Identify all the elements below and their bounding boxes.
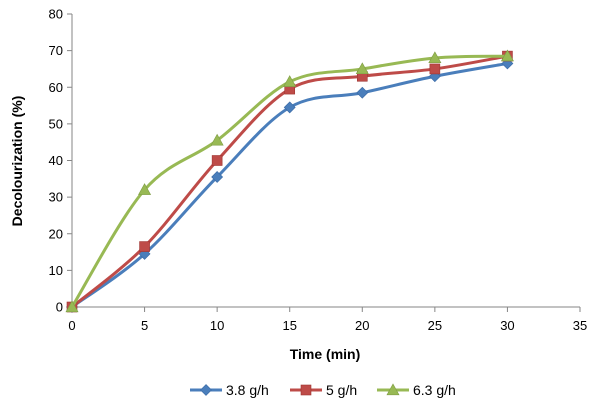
data-point bbox=[211, 171, 224, 183]
data-point bbox=[500, 49, 514, 62]
x-tick-label: 0 bbox=[68, 318, 75, 333]
y-tick-label: 10 bbox=[49, 263, 63, 278]
series-line bbox=[70, 61, 509, 309]
legend-marker bbox=[300, 384, 312, 396]
x-tick-label: 30 bbox=[500, 318, 514, 333]
legend-marker bbox=[386, 383, 400, 396]
x-tick-label: 10 bbox=[210, 318, 224, 333]
y-tick-label: 70 bbox=[49, 43, 63, 58]
y-tick-label: 0 bbox=[56, 300, 63, 315]
series-3 bbox=[65, 49, 514, 313]
data-point bbox=[283, 101, 296, 114]
y-tick-label: 60 bbox=[49, 80, 63, 95]
axes: 0 10 20 30 40 50 60 70 80 0 5 10 15 20 25 30 35 bbox=[49, 7, 588, 334]
x-tick-label: 35 bbox=[573, 318, 587, 333]
data-point bbox=[283, 75, 297, 87]
series-2 bbox=[66, 50, 513, 313]
legend-label: 5 g/h bbox=[326, 382, 357, 398]
legend-item: 5 g/h bbox=[290, 382, 357, 398]
data-point bbox=[428, 51, 442, 64]
y-tick-label: 20 bbox=[49, 226, 63, 241]
y-tick-label: 40 bbox=[49, 153, 63, 168]
y-tick-label: 50 bbox=[49, 116, 63, 131]
data-point bbox=[356, 86, 369, 99]
x-tick-label: 20 bbox=[355, 318, 369, 333]
y-tick-label: 80 bbox=[49, 7, 63, 22]
data-point bbox=[139, 241, 150, 252]
data-point bbox=[210, 133, 224, 146]
data-point bbox=[65, 300, 79, 313]
y-tick-label: 30 bbox=[49, 190, 63, 205]
series-1 bbox=[66, 57, 514, 313]
series-layer bbox=[65, 49, 514, 313]
x-tick-label: 25 bbox=[428, 318, 442, 333]
data-point bbox=[138, 183, 152, 195]
legend: 3.8 g/h 5 g/h 6.3 g/h bbox=[190, 382, 456, 398]
legend-marker bbox=[200, 384, 212, 396]
legend-label: 3.8 g/h bbox=[226, 382, 269, 398]
data-point bbox=[429, 63, 441, 75]
x-tick-label: 15 bbox=[282, 318, 296, 333]
x-axis-title: Time (min) bbox=[290, 346, 361, 362]
data-point bbox=[211, 155, 223, 166]
legend-item: 6.3 g/h bbox=[377, 382, 456, 398]
legend-item: 3.8 g/h bbox=[190, 382, 269, 398]
legend-label: 6.3 g/h bbox=[413, 382, 456, 398]
y-axis-title: Decolourization (%) bbox=[9, 96, 25, 227]
x-tick-label: 5 bbox=[141, 318, 148, 333]
data-point bbox=[355, 62, 369, 75]
